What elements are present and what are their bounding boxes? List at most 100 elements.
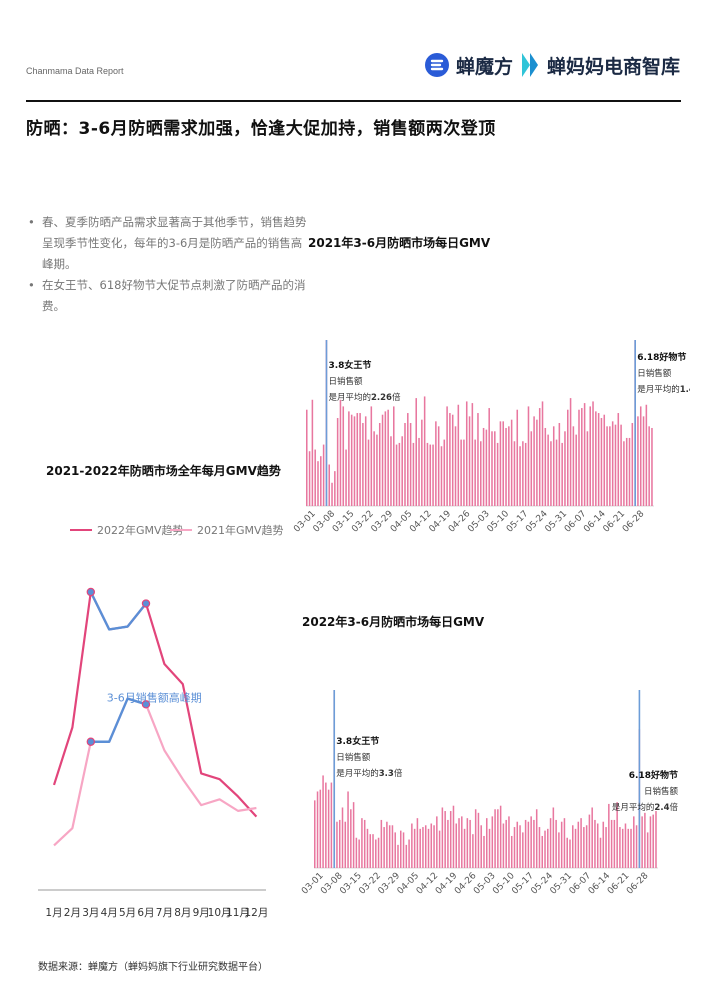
event-line1: 日销售额 — [328, 376, 363, 387]
daily-bar — [499, 805, 502, 868]
daily-bar — [494, 809, 496, 868]
daily-bar — [404, 423, 406, 506]
daily-bar — [633, 816, 635, 868]
daily-bar — [330, 782, 333, 868]
daily-bar — [334, 471, 336, 506]
daily-bar — [549, 818, 552, 868]
daily-bar — [494, 431, 496, 506]
event-line1: 日销售额 — [644, 786, 679, 797]
daily-bar — [616, 802, 618, 868]
daily-bar — [544, 427, 547, 506]
daily-bar — [497, 809, 499, 868]
daily-bar — [637, 416, 639, 506]
daily-bar — [466, 818, 469, 868]
legend-2021: 2021年GMV趋势 — [170, 522, 284, 538]
daily-bar — [594, 819, 596, 868]
daily-bar — [611, 421, 614, 506]
daily-bar — [455, 823, 458, 868]
daily-bar — [505, 427, 507, 506]
daily-bar — [505, 819, 507, 868]
daily-bar — [423, 396, 426, 506]
x-tick-label: 6月 — [137, 907, 154, 919]
daily-bar — [499, 421, 502, 506]
daily-bar — [418, 437, 420, 506]
daily-bar — [602, 821, 605, 868]
daily-bar — [376, 434, 378, 506]
x-tick-label: 3月 — [82, 907, 99, 919]
bullet-text: 春、夏季防晒产品需求显著高于其他季节，销售趋势呈现季节性变化，每年的3-6月是防… — [42, 215, 307, 271]
daily-bar — [595, 411, 597, 506]
daily-bar — [589, 406, 591, 506]
daily-bar — [377, 837, 380, 868]
daily-bar — [609, 426, 611, 506]
daily-bar — [355, 837, 358, 868]
daily-bar — [415, 398, 417, 506]
daily-bar — [574, 828, 577, 868]
daily-bar — [375, 839, 377, 868]
daily-bar — [449, 413, 451, 506]
daily-bar — [491, 816, 494, 868]
daily-bar — [624, 823, 627, 868]
event-label: 6.18好物节 — [629, 769, 678, 781]
event-ratio: 是月平均的1.46倍 — [637, 384, 690, 395]
x-tick-label: 8月 — [174, 907, 191, 919]
daily-bar — [444, 811, 446, 868]
x-tick-label: 1月 — [45, 907, 62, 919]
daily-bar — [409, 423, 412, 506]
daily-bar — [348, 411, 350, 506]
chanmofang-logo-icon — [424, 53, 449, 77]
daily-bar — [394, 832, 396, 868]
daily-bar — [508, 816, 510, 868]
daily-bar — [426, 442, 429, 506]
daily-bar — [328, 464, 330, 506]
daily-bar — [460, 439, 462, 506]
daily-bar — [342, 406, 345, 506]
legend-label-2021: 2021年GMV趋势 — [197, 524, 284, 537]
daily-bar — [311, 399, 314, 506]
daily-bar — [488, 828, 491, 868]
daily-bar — [424, 825, 427, 868]
event-ratio: 是月平均的3.3倍 — [336, 768, 403, 779]
daily-bar — [359, 413, 361, 506]
daily-bar — [519, 825, 521, 868]
daily-bar — [397, 844, 399, 868]
x-tick-label: 2月 — [64, 907, 81, 919]
x-tick-label: 9月 — [193, 907, 210, 919]
daily-bar — [639, 406, 642, 506]
daily-bar — [443, 439, 446, 506]
daily-bar — [465, 401, 468, 506]
daily-bar — [387, 409, 389, 506]
legend-2022: 2022年GMV趋势 — [70, 522, 184, 538]
daily-bar — [510, 835, 513, 868]
daily-bar — [411, 823, 413, 868]
daily-bar — [383, 827, 385, 868]
daily-bar — [572, 825, 574, 868]
daily-bar — [591, 807, 593, 868]
daily-bar — [628, 437, 631, 506]
event-label: 3.8女王节 — [336, 735, 379, 747]
daily-bar — [440, 446, 443, 506]
daily-bar — [580, 818, 582, 868]
daily-bar — [566, 837, 568, 868]
daily-bar — [648, 426, 650, 506]
daily-bar — [350, 809, 352, 868]
daily-2021-chart-title: 2021年3-6月防晒市场每日GMV — [308, 236, 491, 250]
daily-bar — [306, 409, 308, 506]
daily-bar — [469, 819, 471, 868]
daily-bar — [482, 427, 485, 506]
daily-bar — [491, 431, 493, 506]
daily-bar — [463, 828, 466, 868]
bullet-item: • 春、夏季防晒产品需求显著高于其他季节，销售趋势呈现季节性变化，每年的3-6月… — [28, 212, 308, 275]
series-2022-line — [52, 590, 258, 818]
daily-bar — [541, 401, 544, 506]
chanmama-logo-icon — [521, 53, 538, 77]
daily-bar — [331, 482, 333, 506]
x-tick-label: 4月 — [101, 907, 118, 919]
daily-bar — [596, 823, 599, 868]
daily-bar — [527, 821, 530, 868]
daily-bar — [608, 803, 610, 868]
daily-bar — [586, 431, 589, 506]
daily-bar — [413, 828, 416, 868]
